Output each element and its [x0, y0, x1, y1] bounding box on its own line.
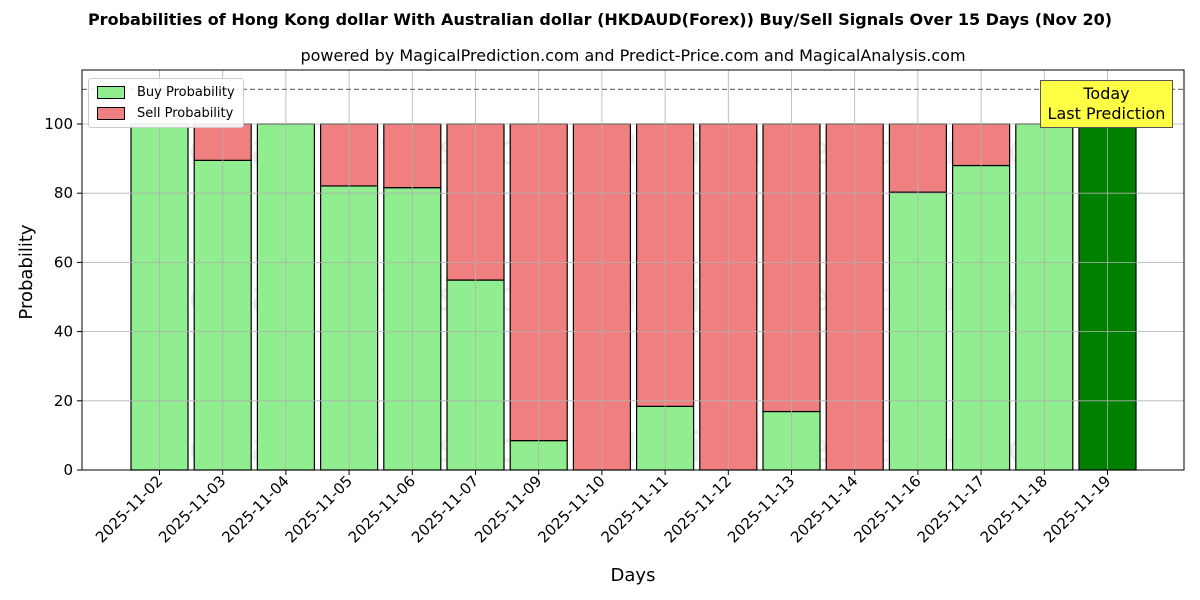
- svg-text:2025-11-19: 2025-11-19: [1040, 472, 1114, 546]
- svg-text:2025-11-14: 2025-11-14: [787, 472, 861, 546]
- svg-text:60: 60: [54, 253, 73, 271]
- svg-text:40: 40: [54, 323, 73, 341]
- today-annotation: Today Last Prediction: [1040, 80, 1173, 128]
- sell-swatch: [97, 107, 125, 120]
- svg-text:2025-11-05: 2025-11-05: [282, 472, 356, 546]
- legend-sell-label: Sell Probability: [137, 106, 234, 121]
- svg-text:0: 0: [63, 461, 73, 479]
- svg-text:20: 20: [54, 392, 73, 410]
- legend-item-sell: Sell Probability: [97, 103, 235, 124]
- x-axis-label: Days: [611, 565, 656, 586]
- svg-text:2025-11-18: 2025-11-18: [977, 472, 1051, 546]
- svg-text:100: 100: [44, 115, 73, 133]
- svg-text:2025-11-13: 2025-11-13: [724, 472, 798, 546]
- svg-text:2025-11-10: 2025-11-10: [534, 472, 608, 546]
- svg-text:2025-11-06: 2025-11-06: [345, 472, 419, 546]
- svg-text:2025-11-12: 2025-11-12: [661, 472, 735, 546]
- grid: [82, 70, 1184, 471]
- svg-text:2025-11-03: 2025-11-03: [155, 472, 229, 546]
- svg-text:2025-11-17: 2025-11-17: [914, 472, 988, 546]
- buy-swatch: [97, 86, 125, 99]
- chart-subtitle: powered by MagicalPrediction.com and Pre…: [300, 46, 966, 65]
- svg-text:2025-11-02: 2025-11-02: [92, 472, 166, 546]
- chart-title: Probabilities of Hong Kong dollar With A…: [87, 10, 1113, 29]
- y-axis: 0 20 40 60 80 100 Probability: [16, 115, 82, 479]
- x-axis: 2025-11-022025-11-032025-11-042025-11-05…: [92, 470, 1114, 586]
- svg-text:2025-11-11: 2025-11-11: [598, 472, 672, 546]
- legend: Buy Probability Sell Probability: [88, 78, 244, 128]
- today-label: Today: [1083, 84, 1130, 103]
- svg-text:2025-11-07: 2025-11-07: [408, 472, 482, 546]
- last-prediction-label: Last Prediction: [1047, 104, 1166, 123]
- plot-frame: [81, 69, 1185, 471]
- legend-item-buy: Buy Probability: [97, 82, 235, 103]
- svg-text:2025-11-04: 2025-11-04: [218, 472, 292, 546]
- svg-text:2025-11-16: 2025-11-16: [850, 472, 924, 546]
- legend-buy-label: Buy Probability: [137, 85, 235, 100]
- svg-text:80: 80: [54, 184, 73, 202]
- y-axis-label: Probability: [16, 224, 37, 319]
- svg-text:2025-11-09: 2025-11-09: [471, 472, 545, 546]
